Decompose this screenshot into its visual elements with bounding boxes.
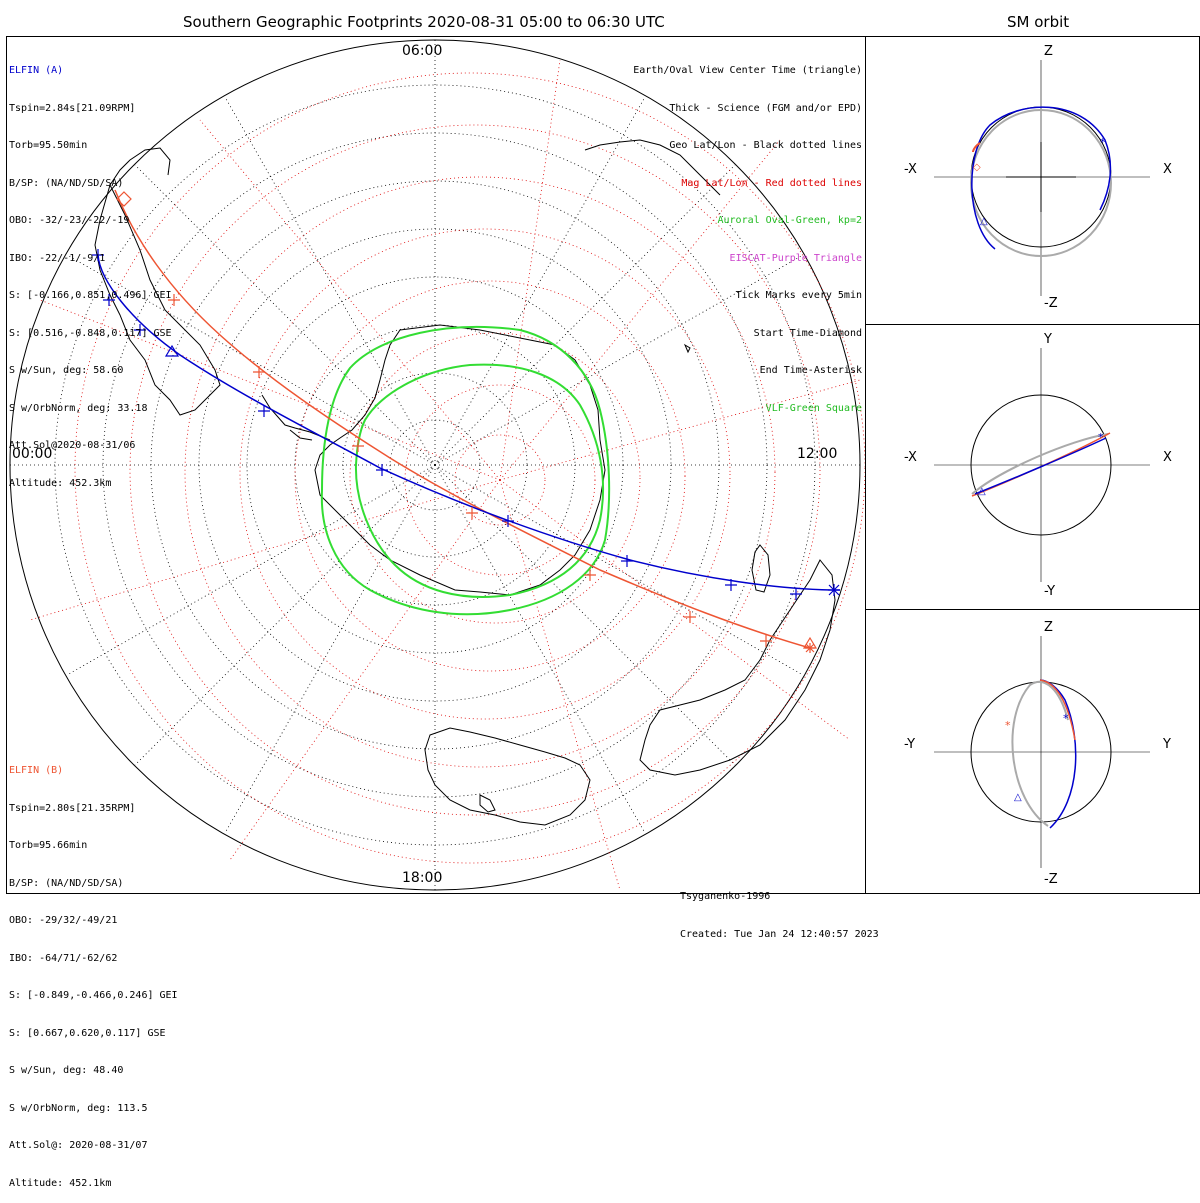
orbit2-right-label: X (1163, 450, 1172, 465)
elfin-a-line-8: S w/OrbNorm, deg: 33.18 (9, 402, 148, 414)
orbit1-left-label: -X (904, 162, 917, 177)
legend: Earth/Oval View Center Time (triangle) T… (633, 40, 862, 428)
created-label: Created: Tue Jan 24 12:40:57 2023 (680, 928, 879, 940)
mag-grid (29, 59, 865, 891)
elfin-a-line-7: S w/Sun, deg: 58.60 (9, 365, 124, 376)
auroral-oval-outer (320, 325, 611, 616)
elfin-a-line-0: Tspin=2.84s[21.09RPM] (9, 102, 136, 114)
elfin-b-line-1: Torb=95.66min (9, 840, 88, 851)
elfin-b-line-2: B/SP: (NA/ND/SD/SA) (9, 877, 124, 889)
elfin-b-name: ELFIN (B) (9, 765, 64, 776)
orbit-panel-xz (865, 36, 1200, 325)
elfin-b-line-9: Att.Sol@: 2020-08-31/07 (9, 1140, 148, 1151)
elfin-b-line-7: S w/Sun, deg: 48.40 (9, 1065, 124, 1076)
time-label-bottom: 18:00 (402, 870, 443, 886)
orbit1-top-label: Z (1044, 44, 1053, 59)
orbit1-right-label: X (1163, 162, 1172, 177)
legend-item-2: Geo Lat/Lon - Black dotted lines (669, 140, 862, 151)
elfin-a-info: ELFIN (A) Tspin=2.84s[21.09RPM] Torb=95.… (9, 40, 172, 503)
legend-item-5: EISCAT-Purple Triangle (729, 252, 862, 264)
legend-item-8: End Time-Asterisk (759, 365, 862, 376)
elfin-b-info: ELFIN (B) Tspin=2.80s[21.35RPM] Torb=95.… (9, 740, 178, 1203)
elfin-a-line-10: Altitude: 452.3km (9, 477, 112, 489)
elfin-b-line-10: Altitude: 452.1km (9, 1177, 112, 1189)
orbit3-right-label: Y (1163, 737, 1171, 752)
sm-orbit-title: SM orbit (1007, 13, 1070, 31)
page-title: Southern Geographic Footprints 2020-08-3… (183, 13, 665, 31)
elfin-a-line-4: IBO: -22/-1/-9/1 (9, 252, 106, 264)
legend-item-0: Earth/Oval View Center Time (triangle) (633, 65, 862, 76)
elfin-a-line-3: OBO: -32/-23/-22/-19 (9, 215, 130, 226)
elfin-a-end-asterisk (828, 584, 840, 596)
elfin-a-name: ELFIN (A) (9, 65, 64, 76)
orbit-panel-yz (865, 609, 1200, 894)
legend-item-1: Thick - Science (FGM and/or EPD) (669, 102, 862, 114)
orbit2-left-label: -X (904, 450, 917, 465)
elfin-a-track (97, 254, 841, 591)
elfin-b-line-3: OBO: -29/32/-49/21 (9, 915, 118, 926)
elfin-b-track (114, 189, 811, 649)
orbit1-bottom-label: -Z (1044, 296, 1058, 311)
legend-item-9: VLF-Green Square (765, 402, 862, 414)
orbit3-top-label: Z (1044, 620, 1053, 635)
elfin-b-line-0: Tspin=2.80s[21.35RPM] (9, 802, 136, 814)
elfin-a-line-2: B/SP: (NA/ND/SD/SA) (9, 177, 124, 189)
orbit-panel-xy (865, 324, 1200, 610)
footprint-map (9, 39, 865, 891)
elfin-a-line-1: Torb=95.50min (9, 140, 88, 151)
elfin-a-ticks (92, 249, 802, 600)
auroral-oval-inner (354, 363, 605, 598)
elfin-b-line-8: S w/OrbNorm, deg: 113.5 (9, 1102, 148, 1114)
elfin-a-line-9: Att.Sol@2020-08-31/06 (9, 440, 136, 451)
elfin-a-line-5: S: [-0.166,0.851,0.496] GEI (9, 290, 172, 301)
orbit3-left-label: -Y (904, 737, 916, 752)
elfin-b-line-5: S: [-0.849,-0.466,0.246] GEI (9, 990, 178, 1001)
elfin-b-ticks (168, 294, 772, 647)
elfin-a-line-6: S: [0.516,-0.848,0.117] GSE (9, 327, 172, 339)
orbit2-top-label: Y (1044, 332, 1052, 347)
auroral-ovals (320, 325, 611, 616)
model-label: Tsyganenko-1996 (680, 891, 771, 902)
elfin-b-line-6: S: [0.667,0.620,0.117] GSE (9, 1027, 166, 1039)
elfin-b-line-4: IBO: -64/71/-62/62 (9, 952, 118, 964)
orbit3-bottom-label: -Z (1044, 872, 1058, 887)
time-label-left: 00:00 (12, 446, 53, 462)
elfin-b-end-asterisk (802, 636, 818, 653)
legend-item-6: Tick Marks every 5min (735, 290, 862, 301)
legend-item-7: Start Time-Diamond (753, 327, 862, 339)
footer: Tsyganenko-1996 Created: Tue Jan 24 12:4… (680, 866, 879, 954)
legend-item-3: Mag Lat/Lon - Red dotted lines (681, 177, 862, 189)
elfin-b-start-diamond (116, 191, 132, 207)
geo-grid (10, 40, 860, 890)
time-label-right: 12:00 (797, 446, 838, 462)
time-label-top: 06:00 (402, 43, 443, 59)
orbit2-bottom-label: -Y (1044, 584, 1056, 599)
elfin-a-view-triangle (164, 344, 180, 357)
legend-item-4: Auroral Oval-Green, kp=2 (717, 215, 863, 226)
